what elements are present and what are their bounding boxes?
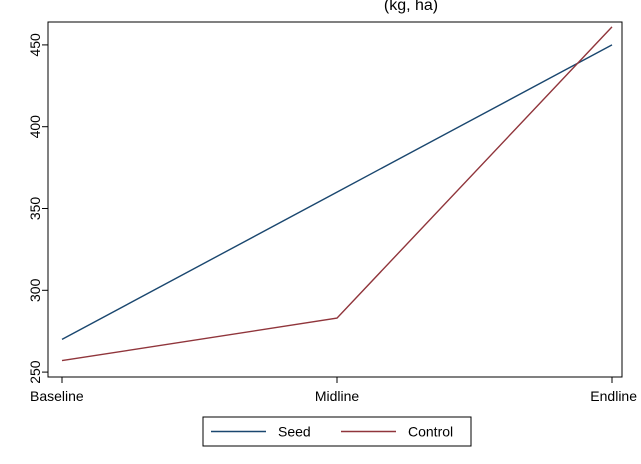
- x-tick-label: Endline: [590, 388, 637, 404]
- y-tick-label: 250: [27, 360, 43, 384]
- legend: Seed Control: [202, 416, 472, 447]
- legend-label-seed: Seed: [278, 424, 311, 440]
- y-tick-label: 450: [27, 33, 43, 57]
- series-line-control: [61, 26, 613, 362]
- y-tick-label: 300: [27, 278, 43, 302]
- y-axis: 250 300 350 400 450: [27, 33, 48, 384]
- x-axis: Baseline Midline Endline: [30, 377, 637, 404]
- legend-label-control: Control: [408, 424, 453, 440]
- series-line-seed: [61, 44, 613, 341]
- chart-title: (kg, ha): [384, 0, 438, 14]
- x-tick-label: Midline: [315, 388, 360, 404]
- y-tick-label: 400: [27, 115, 43, 139]
- plot-area: [47, 21, 623, 378]
- y-tick-label: 350: [27, 197, 43, 221]
- x-tick-label: Baseline: [30, 388, 84, 404]
- series-lines: [61, 26, 613, 362]
